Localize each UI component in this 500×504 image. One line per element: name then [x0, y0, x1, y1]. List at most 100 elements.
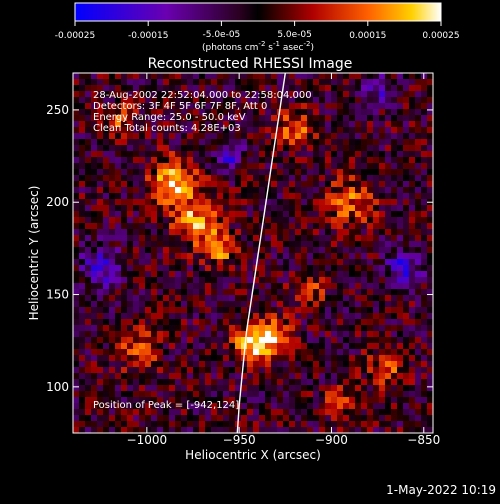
- heatmap-cell: [289, 121, 296, 128]
- heatmap-cell: [319, 295, 326, 302]
- heatmap-cell: [385, 217, 392, 224]
- heatmap-cell: [163, 121, 170, 128]
- heatmap-cell: [91, 409, 98, 416]
- heatmap-cell: [109, 133, 116, 140]
- heatmap-cell: [271, 73, 278, 80]
- heatmap-cell: [313, 283, 320, 290]
- heatmap-cell: [253, 253, 260, 260]
- heatmap-cell: [205, 241, 212, 248]
- heatmap-cell: [313, 313, 320, 320]
- heatmap-cell: [355, 175, 362, 182]
- heatmap-cell: [307, 409, 314, 416]
- heatmap-cell: [193, 139, 200, 146]
- heatmap-cell: [133, 79, 140, 86]
- heatmap-cell: [289, 253, 296, 260]
- heatmap-cell: [151, 295, 158, 302]
- heatmap-cell: [163, 247, 170, 254]
- heatmap-cell: [145, 193, 152, 200]
- heatmap-cell: [151, 139, 158, 146]
- heatmap-cell: [391, 175, 398, 182]
- heatmap-cell: [205, 385, 212, 392]
- heatmap-cell: [133, 217, 140, 224]
- heatmap-cell: [145, 235, 152, 242]
- heatmap-cell: [319, 73, 326, 80]
- heatmap-cell: [97, 151, 104, 158]
- heatmap-cell: [187, 133, 194, 140]
- heatmap-cell: [91, 385, 98, 392]
- heatmap-cell: [223, 259, 230, 266]
- heatmap-cell: [115, 421, 122, 428]
- heatmap-cell: [151, 193, 158, 200]
- heatmap-cell: [241, 403, 248, 410]
- heatmap-cell: [325, 271, 332, 278]
- heatmap-cell: [181, 325, 188, 332]
- heatmap-cell: [415, 259, 422, 266]
- heatmap-cell: [259, 253, 266, 260]
- heatmap-cell: [193, 265, 200, 272]
- heatmap-cell: [283, 367, 290, 374]
- heatmap-cell: [325, 229, 332, 236]
- heatmap-cell: [313, 217, 320, 224]
- heatmap-cell: [163, 229, 170, 236]
- heatmap-cell: [283, 151, 290, 158]
- heatmap-cell: [223, 397, 230, 404]
- heatmap-cell: [259, 271, 266, 278]
- heatmap-cell: [241, 409, 248, 416]
- heatmap-cell: [199, 283, 206, 290]
- heatmap-cell: [421, 367, 428, 374]
- heatmap-cell: [259, 115, 266, 122]
- heatmap-cell: [301, 307, 308, 314]
- heatmap-cell: [133, 325, 140, 332]
- heatmap-cell: [253, 421, 260, 428]
- heatmap-cell: [403, 307, 410, 314]
- heatmap-cell: [277, 157, 284, 164]
- heatmap-cell: [151, 325, 158, 332]
- heatmap-cell: [169, 367, 176, 374]
- heatmap-cell: [283, 385, 290, 392]
- heatmap-cell: [421, 391, 428, 398]
- heatmap-cell: [271, 361, 278, 368]
- heatmap-cell: [289, 289, 296, 296]
- heatmap-cell: [217, 205, 224, 212]
- heatmap-cell: [379, 277, 386, 284]
- heatmap-cell: [241, 325, 248, 332]
- heatmap-cell: [139, 247, 146, 254]
- heatmap-cell: [343, 259, 350, 266]
- heatmap-cell: [97, 217, 104, 224]
- heatmap-cell: [361, 169, 368, 176]
- heatmap-cell: [157, 265, 164, 272]
- heatmap-cell: [421, 223, 428, 230]
- heatmap-cell: [163, 421, 170, 428]
- heatmap-cell: [133, 169, 140, 176]
- heatmap-cell: [289, 175, 296, 182]
- heatmap-cell: [163, 397, 170, 404]
- heatmap-cell: [343, 367, 350, 374]
- heatmap-cell: [223, 73, 230, 80]
- heatmap-cell: [199, 415, 206, 422]
- heatmap-cell: [259, 427, 266, 433]
- heatmap-cell: [373, 247, 380, 254]
- heatmap-cell: [361, 361, 368, 368]
- heatmap-cell: [151, 79, 158, 86]
- heatmap-cell: [91, 217, 98, 224]
- heatmap-cell: [223, 79, 230, 86]
- heatmap-cell: [157, 343, 164, 350]
- heatmap-cell: [151, 379, 158, 386]
- heatmap-cell: [253, 199, 260, 206]
- heatmap-cell: [427, 415, 433, 422]
- heatmap-cell: [415, 121, 422, 128]
- heatmap-cell: [199, 349, 206, 356]
- heatmap-cell: [85, 187, 92, 194]
- heatmap-cell: [235, 331, 242, 338]
- heatmap-cell: [247, 403, 254, 410]
- heatmap-cell: [331, 301, 338, 308]
- heatmap-cell: [97, 403, 104, 410]
- heatmap-cell: [325, 133, 332, 140]
- heatmap-cell: [325, 265, 332, 272]
- heatmap-cell: [421, 217, 428, 224]
- heatmap-cell: [97, 313, 104, 320]
- heatmap-cell: [253, 109, 260, 116]
- heatmap-cell: [337, 355, 344, 362]
- heatmap-cell: [247, 295, 254, 302]
- heatmap-cell: [73, 73, 80, 80]
